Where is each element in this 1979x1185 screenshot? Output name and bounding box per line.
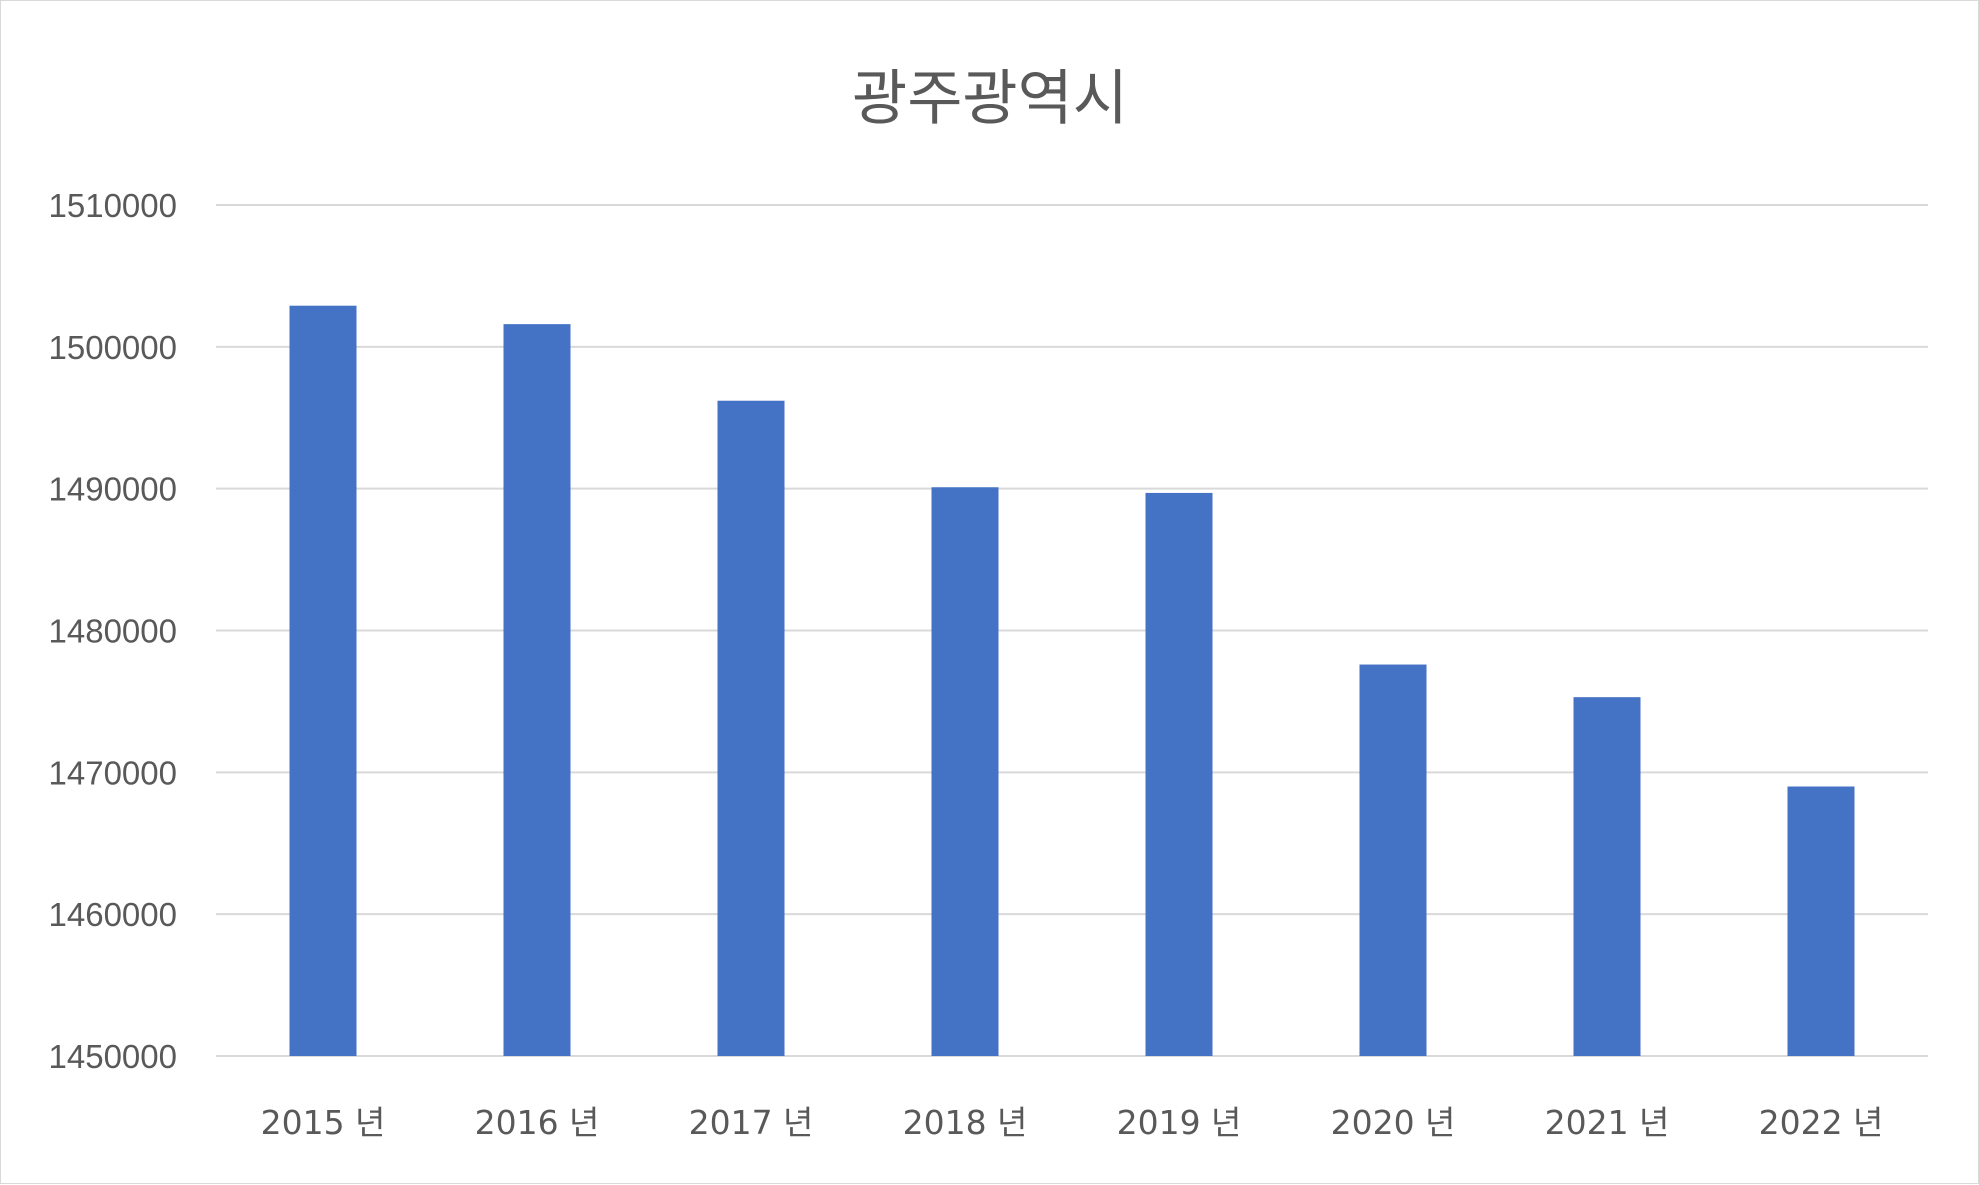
y-tick-label: 1460000	[49, 896, 177, 933]
y-tick-label: 1480000	[49, 613, 177, 650]
y-axis-ticks: 1450000 1460000 1470000 1480000 1490000 15000…	[49, 187, 177, 1075]
bar-2015-년	[289, 305, 357, 1056]
y-tick-label: 1500000	[49, 329, 177, 366]
bar-2019-년	[1145, 492, 1213, 1057]
bar-2020-년	[1359, 664, 1427, 1056]
bars	[289, 305, 1855, 1057]
bar-2021-년	[1573, 697, 1641, 1056]
y-tick-label: 1490000	[49, 471, 177, 508]
x-tick-label: 2021 년	[1545, 1103, 1670, 1142]
bar-2017-년	[717, 400, 785, 1057]
y-tick-label: 1470000	[49, 754, 177, 791]
bar-2022-년	[1787, 786, 1855, 1056]
chart-title: 광주광역시	[852, 64, 1128, 134]
x-tick-label: 2018 년	[903, 1103, 1028, 1142]
x-tick-label: 2015 년	[261, 1103, 386, 1142]
x-tick-label: 2022 년	[1759, 1103, 1884, 1142]
x-tick-label: 2017 년	[689, 1103, 814, 1142]
bar-2016-년	[503, 324, 571, 1056]
y-tick-label: 1510000	[49, 187, 177, 224]
bar-2018-년	[931, 487, 999, 1057]
y-tick-label: 1450000	[49, 1038, 177, 1075]
x-axis-ticks: 2015 년 2016 년 2017 년 2018 년 2019 년 2020 년 2021…	[261, 1103, 1884, 1142]
x-tick-label: 2020 년	[1331, 1103, 1456, 1142]
x-tick-label: 2019 년	[1117, 1103, 1242, 1142]
gridlines	[216, 204, 1928, 1057]
x-tick-label: 2016 년	[475, 1103, 600, 1142]
